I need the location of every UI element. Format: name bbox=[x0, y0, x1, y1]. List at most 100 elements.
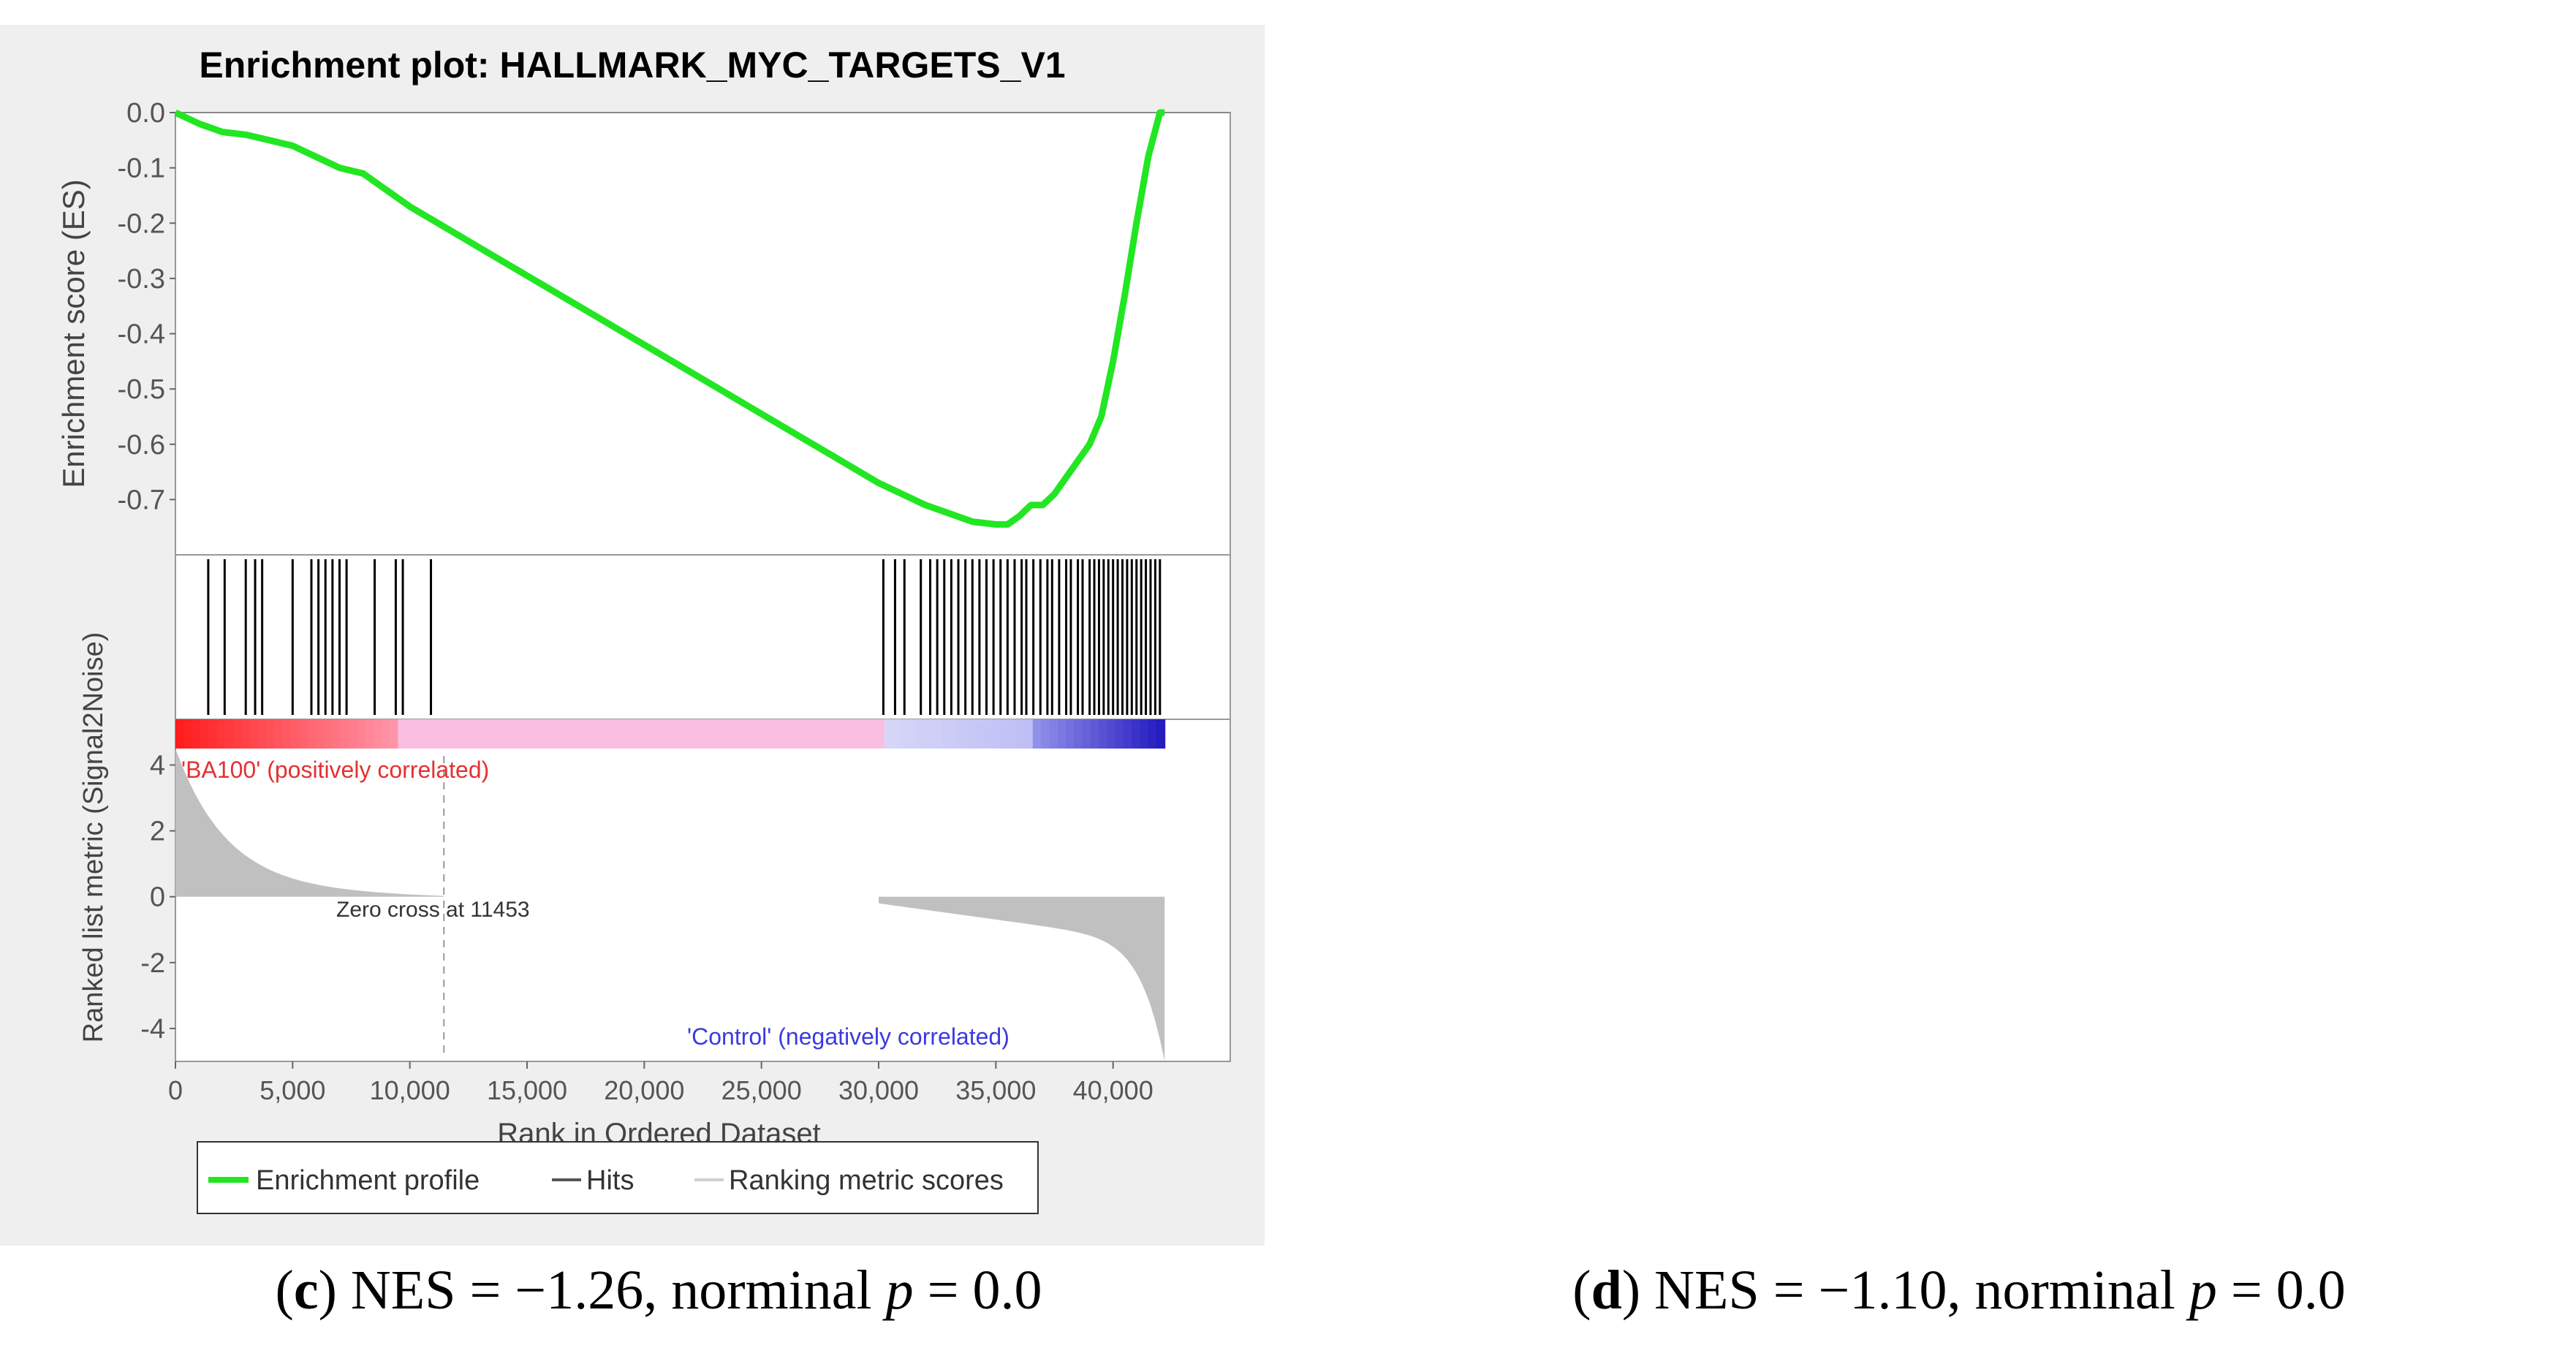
caption-text: NES = −1.10, norminal bbox=[1654, 1260, 2175, 1321]
color-bar-segment bbox=[348, 719, 358, 749]
x-tick-label: 5,000 bbox=[260, 1075, 325, 1105]
color-bar-segment bbox=[571, 719, 580, 749]
es-tick-label: -0.7 bbox=[118, 485, 165, 515]
color-bar-segment bbox=[1007, 719, 1018, 749]
es-tick-label: -0.1 bbox=[118, 154, 165, 184]
color-bar-segment bbox=[455, 719, 465, 749]
color-bar-segment bbox=[843, 719, 852, 749]
color-bar-segment bbox=[818, 719, 827, 749]
color-bar-segment bbox=[257, 719, 268, 749]
color-bar-segment bbox=[1156, 719, 1166, 749]
es-tick-label: -0.4 bbox=[118, 319, 165, 350]
metric-negative-area bbox=[879, 896, 1165, 1061]
color-bar-segment bbox=[1123, 719, 1133, 749]
color-bar-segment bbox=[645, 719, 655, 749]
color-bar-segment bbox=[1132, 719, 1141, 749]
x-tick-label: 25,000 bbox=[721, 1075, 802, 1105]
color-bar-segment bbox=[414, 719, 424, 749]
color-bar-segment bbox=[851, 719, 860, 749]
color-bar-segment bbox=[224, 719, 234, 749]
color-bar-segment bbox=[1016, 719, 1026, 749]
caption-p-value: = 0.0 bbox=[2230, 1260, 2346, 1321]
es-tick-label: 0.0 bbox=[126, 98, 165, 129]
color-bar-segment bbox=[373, 719, 382, 749]
color-bar-segment bbox=[620, 719, 630, 749]
color-bar-segment bbox=[471, 719, 482, 749]
color-bar-segment bbox=[711, 719, 721, 749]
metric-tick-label: 4 bbox=[150, 751, 165, 781]
enrichment-profile-line bbox=[174, 109, 1165, 528]
caption-p-value: = 0.0 bbox=[927, 1260, 1042, 1321]
es-axis-label: Enrichment score (ES) bbox=[56, 179, 91, 488]
color-bar-segment bbox=[513, 719, 523, 749]
color-bar-segment bbox=[1090, 719, 1099, 749]
color-bar-segment bbox=[274, 719, 284, 749]
color-bar-segment bbox=[793, 719, 803, 749]
es-tick-label: -0.3 bbox=[118, 264, 165, 295]
color-bar-segment bbox=[760, 719, 770, 749]
color-bar-segment bbox=[1057, 719, 1067, 749]
color-bar-segment bbox=[735, 719, 746, 749]
color-bar-segment bbox=[307, 719, 317, 749]
caption-letter: c bbox=[293, 1260, 319, 1321]
color-bar-segment bbox=[266, 719, 276, 749]
color-bar-segment bbox=[579, 719, 588, 749]
color-bar-segment bbox=[1065, 719, 1075, 749]
color-bar-segment bbox=[1024, 719, 1034, 749]
color-bar-segment bbox=[200, 719, 210, 749]
color-bar-segment bbox=[1107, 719, 1116, 749]
color-bar-segment bbox=[917, 719, 927, 749]
color-bar-segment bbox=[1049, 719, 1058, 749]
color-bar-segment bbox=[175, 719, 185, 749]
zero-cross-label: Zero cross at 11453 bbox=[336, 898, 530, 922]
color-bar-segment bbox=[431, 719, 440, 749]
color-bar-segment bbox=[654, 719, 663, 749]
color-bar-segment bbox=[406, 719, 416, 749]
color-bar-segment bbox=[933, 719, 943, 749]
color-bar-segment bbox=[777, 719, 787, 749]
color-bar-segment bbox=[192, 719, 201, 749]
legend: Enrichment profile Hits Ranking metric sco… bbox=[197, 1141, 1039, 1214]
x-tick-label: 10,000 bbox=[370, 1075, 450, 1105]
x-tick-label: 40,000 bbox=[1073, 1075, 1153, 1105]
color-bar-segment bbox=[686, 719, 696, 749]
color-bar-segment bbox=[232, 719, 243, 749]
color-bar-segment bbox=[744, 719, 754, 749]
metric-tick-label: -2 bbox=[140, 948, 165, 979]
color-bar-segment bbox=[554, 719, 564, 749]
color-bar-segment bbox=[340, 719, 349, 749]
color-bar-segment bbox=[241, 719, 251, 749]
color-bar-segment bbox=[390, 719, 399, 749]
color-bar-segment bbox=[505, 719, 515, 749]
color-bar-segment bbox=[208, 719, 218, 749]
color-bar-segment bbox=[315, 719, 325, 749]
color-bar-segment bbox=[662, 719, 671, 749]
color-bar-segment bbox=[365, 719, 374, 749]
color-bar-segment bbox=[439, 719, 449, 749]
color-bar-segment bbox=[893, 719, 902, 749]
color-bar-segment bbox=[323, 719, 333, 749]
color-bar-segment bbox=[216, 719, 226, 749]
color-bar-segment bbox=[884, 719, 894, 749]
color-bar-segment bbox=[183, 719, 193, 749]
es-tick-label: -0.6 bbox=[118, 430, 165, 461]
color-bar-segment bbox=[785, 719, 795, 749]
metric-tick-label: -4 bbox=[140, 1014, 165, 1045]
color-bar-segment bbox=[488, 719, 498, 749]
color-bar-segment bbox=[463, 719, 473, 749]
color-bar-segment bbox=[702, 719, 712, 749]
color-bar-segment bbox=[1032, 719, 1042, 749]
color-bar-segment bbox=[1082, 719, 1091, 749]
legend-box bbox=[197, 1141, 1039, 1214]
color-bar-segment bbox=[1115, 719, 1124, 749]
color-bar-segment bbox=[868, 719, 877, 749]
color-bar-segment bbox=[612, 719, 621, 749]
color-bar-segment bbox=[1041, 719, 1050, 749]
positive-correlation-label: 'BA100' (positively correlated) bbox=[181, 757, 489, 783]
color-bar-segment bbox=[423, 719, 432, 749]
color-bar-segment bbox=[876, 719, 885, 749]
x-tick-label: 20,000 bbox=[604, 1075, 684, 1105]
color-bar-segment bbox=[752, 719, 762, 749]
color-bar-segment bbox=[398, 719, 407, 749]
x-tick-label: 35,000 bbox=[955, 1075, 1036, 1105]
